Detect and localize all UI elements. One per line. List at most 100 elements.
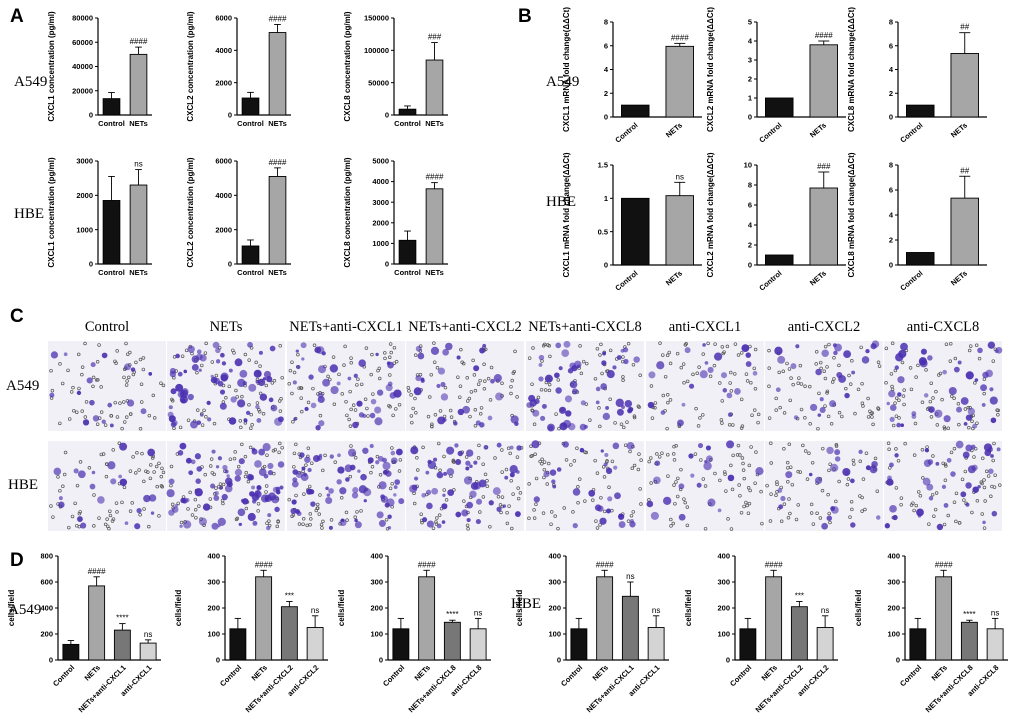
membrane-pore <box>345 413 349 418</box>
membrane-pore <box>227 384 232 389</box>
membrane-pore <box>666 452 670 457</box>
membrane-pore <box>547 382 552 387</box>
significance-label: ### <box>817 162 831 171</box>
micrograph-hbe-7 <box>884 440 1002 531</box>
membrane-pore <box>891 423 896 428</box>
membrane-pore <box>890 341 895 346</box>
membrane-pore <box>921 476 925 480</box>
stained-cell <box>819 406 826 413</box>
stained-cell <box>310 501 316 507</box>
membrane-pore <box>429 372 433 377</box>
membrane-pore <box>369 470 373 475</box>
membrane-pore <box>444 498 449 502</box>
membrane-pore <box>820 488 825 493</box>
y-tick-label: 0 <box>557 656 561 665</box>
stained-cell <box>390 450 396 456</box>
stained-cell <box>267 470 274 476</box>
membrane-pore <box>948 359 953 363</box>
membrane-pore <box>131 455 135 459</box>
stained-cell <box>453 421 458 426</box>
stained-cell <box>210 483 216 489</box>
membrane-pore <box>750 413 754 417</box>
stained-cell <box>618 513 623 518</box>
membrane-pore <box>918 494 923 498</box>
membrane-pore <box>264 484 269 488</box>
membrane-pore <box>846 477 851 481</box>
membrane-pore <box>860 381 864 386</box>
y-tick-label: 3 <box>748 56 752 65</box>
stained-cell <box>629 518 634 523</box>
stained-cell <box>544 374 553 383</box>
membrane-pore <box>665 353 670 358</box>
membrane-pore <box>73 501 77 506</box>
stained-cell <box>274 417 283 426</box>
membrane-pore <box>391 413 395 418</box>
membrane-pore <box>803 449 808 453</box>
stained-cell <box>378 481 387 490</box>
membrane-pore <box>159 381 163 385</box>
membrane-pore <box>430 422 434 427</box>
y-tick-label: 2 <box>748 241 752 250</box>
membrane-pore <box>200 363 204 368</box>
y-tick-label: 10 <box>744 161 752 170</box>
membrane-pore <box>740 456 745 460</box>
membrane-pore <box>954 491 959 496</box>
membrane-pore <box>485 479 489 483</box>
membrane-pore <box>991 359 996 363</box>
stained-cell <box>179 524 183 528</box>
membrane-pore <box>534 502 538 507</box>
stained-cell <box>378 519 386 527</box>
membrane-pore <box>103 522 108 527</box>
stained-cell <box>325 486 329 491</box>
membrane-pore <box>92 493 96 497</box>
stained-cell <box>237 508 246 517</box>
membrane-pore <box>655 452 659 456</box>
membrane-pore <box>247 402 251 407</box>
membrane-pore <box>814 350 819 354</box>
stained-cell <box>136 508 142 514</box>
y-tick-label: 2000 <box>215 78 232 87</box>
significance-label: **** <box>963 610 975 619</box>
membrane-pore <box>297 522 302 526</box>
membrane-pore <box>449 415 454 419</box>
membrane-pore <box>720 421 724 425</box>
stained-cell <box>234 358 243 367</box>
membrane-pore <box>510 526 514 531</box>
membrane-pore <box>821 446 825 451</box>
stained-cell <box>393 493 397 497</box>
membrane-pore <box>966 405 971 410</box>
y-tick-label: 100000 <box>364 46 389 55</box>
membrane-pore <box>756 412 761 417</box>
membrane-pore <box>902 402 906 407</box>
membrane-pore <box>532 422 537 427</box>
stained-cell <box>255 404 260 410</box>
membrane-pore <box>138 513 142 517</box>
membrane-pore <box>243 352 248 357</box>
membrane-pore <box>722 350 726 354</box>
stained-cell <box>91 470 96 475</box>
membrane-pore <box>124 341 128 346</box>
membrane-pore <box>701 413 705 417</box>
membrane-pore <box>292 451 297 456</box>
membrane-pore <box>941 461 945 466</box>
membrane-pore <box>509 384 513 389</box>
membrane-pore <box>844 386 848 391</box>
membrane-pore <box>511 492 515 496</box>
stained-cell <box>660 410 666 415</box>
stained-cell <box>354 521 362 529</box>
bar-control <box>765 97 794 118</box>
stained-cell <box>832 343 837 348</box>
membrane-pore <box>246 479 251 484</box>
significance-label: #### <box>88 567 106 576</box>
membrane-pore <box>825 389 830 394</box>
membrane-pore <box>92 524 96 528</box>
membrane-pore <box>693 452 698 456</box>
stained-cell <box>810 403 818 412</box>
stained-cell <box>262 443 271 452</box>
membrane-pore <box>306 400 311 405</box>
significance-label: #### <box>269 14 287 23</box>
membrane-pore <box>179 520 184 525</box>
bar-nets-anti-cxcl8 <box>443 621 461 661</box>
membrane-pore <box>827 468 831 473</box>
bar-nets-anti-cxcl2 <box>790 606 808 661</box>
